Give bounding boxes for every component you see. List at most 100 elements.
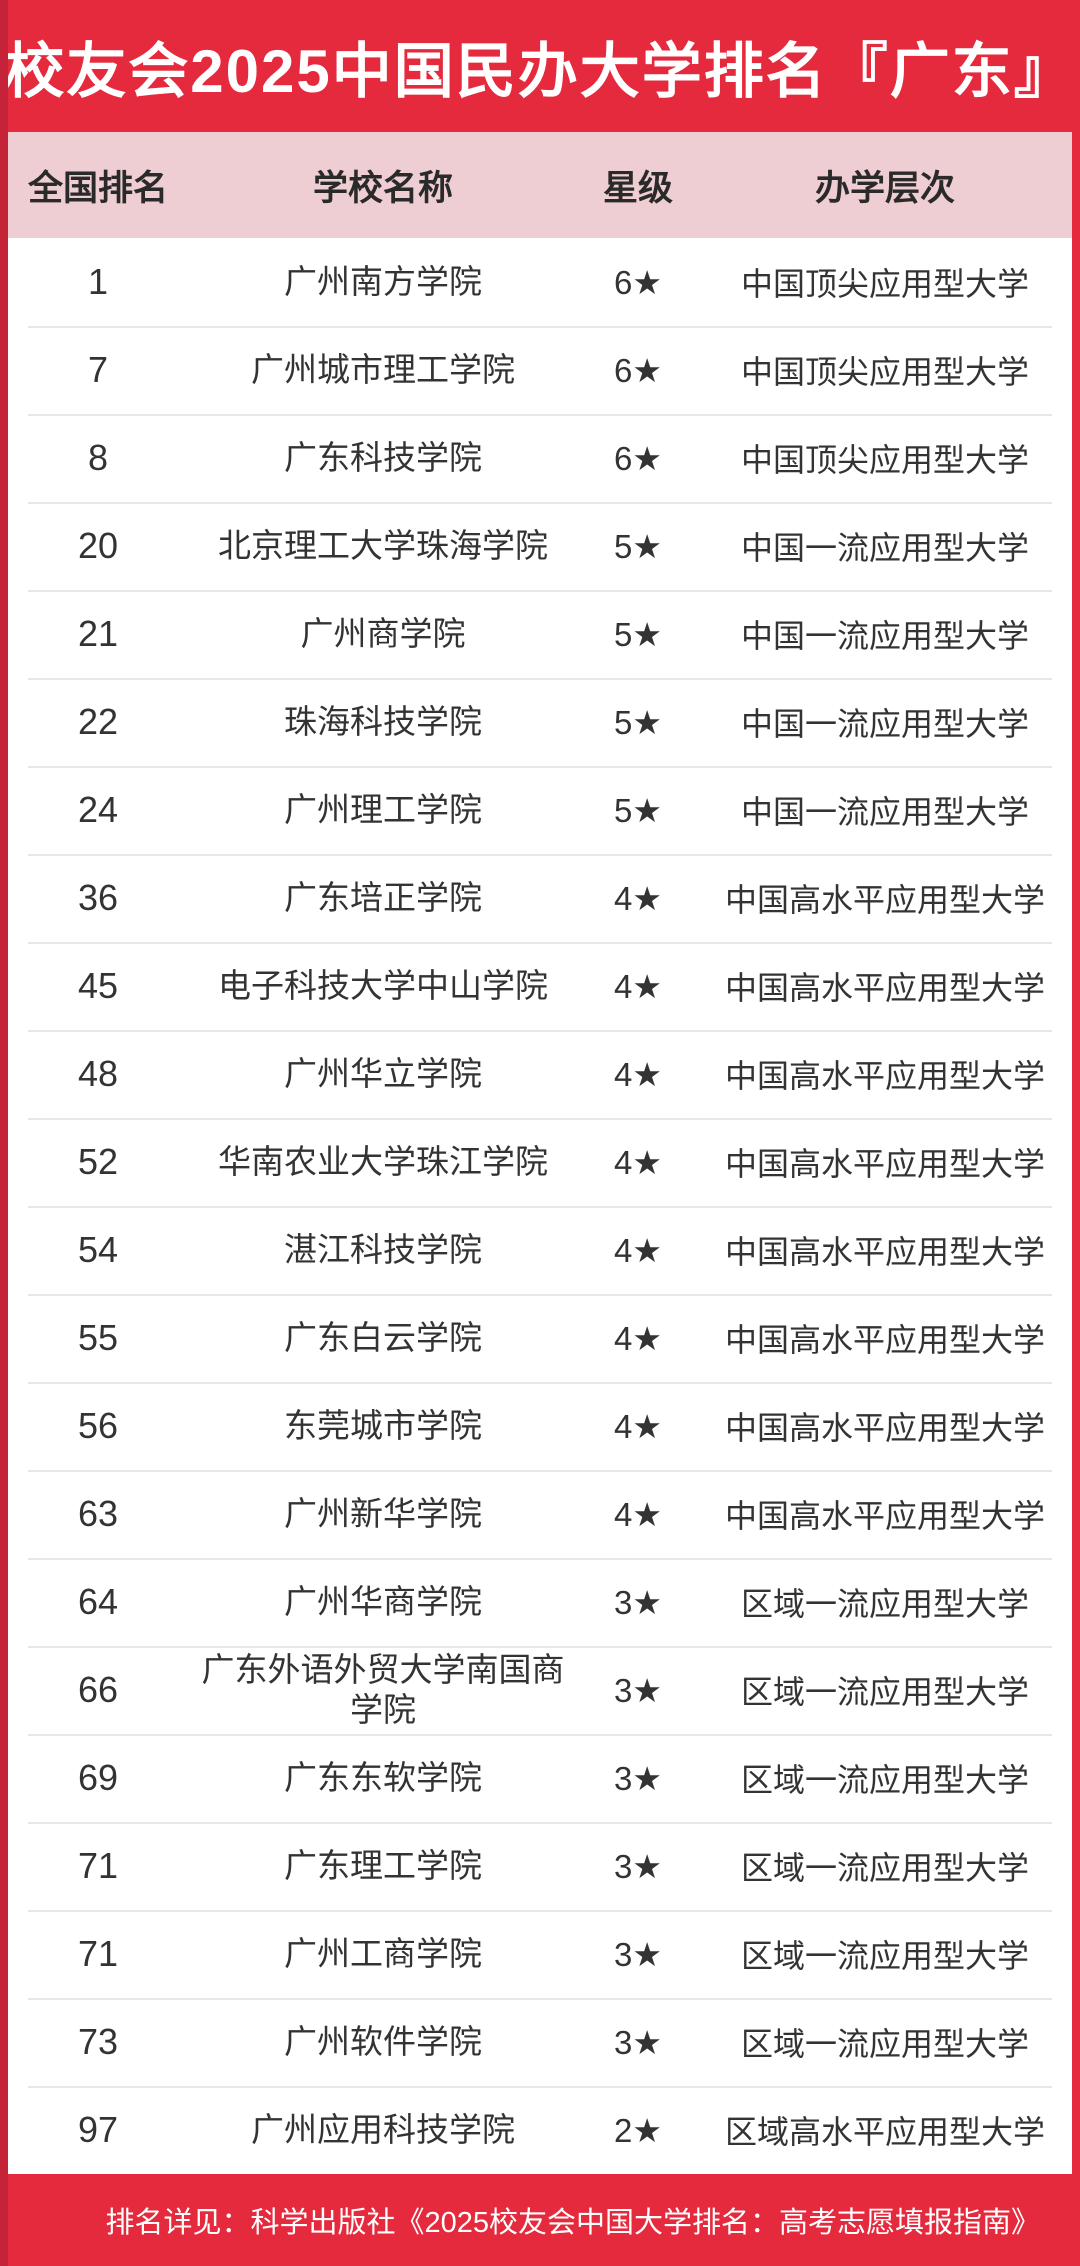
star-rating-cell: 5★ <box>614 703 662 741</box>
education-level-cell: 中国高水平应用型大学 <box>724 970 1045 1006</box>
page-title: 校友会2025中国民办大学排名『广东』 <box>4 37 1076 105</box>
table-row: 48 广州华立学院 4★ 中国高水平应用型大学 <box>8 1030 1072 1118</box>
education-level-cell: 中国高水平应用型大学 <box>724 1234 1045 1270</box>
rank-cell: 97 <box>77 2109 119 2150</box>
education-level-cell: 区域一流应用型大学 <box>740 1586 1029 1622</box>
star-rating-cell: 6★ <box>614 439 662 477</box>
school-name-cell: 广东白云学院 <box>284 1318 482 1356</box>
education-level-cell: 区域一流应用型大学 <box>740 1674 1029 1710</box>
school-name-header: 学校名称 <box>312 168 453 208</box>
school-name-cell: 东莞城市学院 <box>284 1406 482 1444</box>
school-name-cell: 湛江科技学院 <box>284 1230 482 1268</box>
table-row: 7 广州城市理工学院 6★ 中国顶尖应用型大学 <box>8 326 1072 414</box>
education-level-cell: 中国一流应用型大学 <box>740 794 1029 830</box>
school-name-cell: 广东培正学院 <box>284 878 482 916</box>
education-level-cell: 中国一流应用型大学 <box>740 618 1029 654</box>
education-level-cell: 区域高水平应用型大学 <box>724 2114 1045 2150</box>
table-row: 69 广东东软学院 3★ 区域一流应用型大学 <box>8 1734 1072 1822</box>
rank-cell: 63 <box>77 1493 119 1534</box>
table-row: 64 广州华商学院 3★ 区域一流应用型大学 <box>8 1558 1072 1646</box>
star-rating-cell: 4★ <box>614 1495 662 1533</box>
education-level-cell: 中国高水平应用型大学 <box>724 1498 1045 1534</box>
table-row: 71 广州工商学院 3★ 区域一流应用型大学 <box>8 1910 1072 1998</box>
rank-cell: 7 <box>87 349 109 390</box>
star-rating-cell: 4★ <box>614 1143 662 1181</box>
school-name-cell: 广州理工学院 <box>284 790 482 828</box>
rank-cell: 71 <box>77 1845 119 1886</box>
star-rating-cell: 3★ <box>614 1847 662 1885</box>
rank-cell: 64 <box>77 1581 119 1622</box>
star-rating-cell: 4★ <box>614 1319 662 1357</box>
school-name-cell: 广东外语外贸大学南国商学院 <box>201 1650 565 1728</box>
star-rating-cell: 4★ <box>614 1055 662 1093</box>
star-rating-cell: 4★ <box>614 967 662 1005</box>
education-level-cell: 中国高水平应用型大学 <box>724 1058 1045 1094</box>
table-row: 52 华南农业大学珠江学院 4★ 中国高水平应用型大学 <box>8 1118 1072 1206</box>
school-name-cell: 珠海科技学院 <box>284 702 482 740</box>
education-level-cell: 中国一流应用型大学 <box>740 530 1029 566</box>
star-rating-cell: 3★ <box>614 1671 662 1709</box>
education-level-cell: 中国高水平应用型大学 <box>724 1410 1045 1446</box>
table-row: 71 广东理工学院 3★ 区域一流应用型大学 <box>8 1822 1072 1910</box>
education-level-cell: 中国一流应用型大学 <box>740 706 1029 742</box>
education-level-cell: 中国高水平应用型大学 <box>724 1146 1045 1182</box>
table-row: 21 广州商学院 5★ 中国一流应用型大学 <box>8 590 1072 678</box>
star-rating-cell: 5★ <box>614 615 662 653</box>
table-row: 55 广东白云学院 4★ 中国高水平应用型大学 <box>8 1294 1072 1382</box>
school-name-cell: 广东理工学院 <box>284 1846 482 1884</box>
star-rating-cell: 6★ <box>614 351 662 389</box>
star-rating-cell: 3★ <box>614 1583 662 1621</box>
school-name-cell: 广州新华学院 <box>284 1494 482 1532</box>
rank-cell: 20 <box>77 525 119 566</box>
school-name-cell: 广州华立学院 <box>284 1054 482 1092</box>
school-name-cell: 广州软件学院 <box>284 2022 482 2060</box>
school-name-cell: 广东科技学院 <box>284 438 482 476</box>
table-row: 36 广东培正学院 4★ 中国高水平应用型大学 <box>8 854 1072 942</box>
table-row: 73 广州软件学院 3★ 区域一流应用型大学 <box>8 1998 1072 2086</box>
rank-cell: 52 <box>77 1141 119 1182</box>
star-header: 星级 <box>602 168 673 208</box>
star-rating-cell: 3★ <box>614 1759 662 1797</box>
table-row: 54 湛江科技学院 4★ 中国高水平应用型大学 <box>8 1206 1072 1294</box>
star-rating-cell: 4★ <box>614 1407 662 1445</box>
education-level-cell: 区域一流应用型大学 <box>740 1850 1029 1886</box>
star-rating-cell: 4★ <box>614 879 662 917</box>
education-level-cell: 区域一流应用型大学 <box>740 2026 1029 2062</box>
table-row: 56 东莞城市学院 4★ 中国高水平应用型大学 <box>8 1382 1072 1470</box>
ranking-table: 全国排名 学校名称 星级 办学层次 1 广州南方学院 6★ 中国顶尖应用型大学 7 广州城市理工… <box>8 132 1072 2174</box>
table-row: 24 广州理工学院 5★ 中国一流应用型大学 <box>8 766 1072 854</box>
rank-cell: 8 <box>87 437 109 478</box>
left-edge-stripe <box>0 0 8 2266</box>
school-name-cell: 华南农业大学珠江学院 <box>218 1142 548 1180</box>
school-name-cell: 广州商学院 <box>300 614 466 652</box>
table-row: 1 广州南方学院 6★ 中国顶尖应用型大学 <box>8 238 1072 326</box>
footer-citation: 排名详见：科学出版社《2025校友会中国大学排名：高考志愿填报指南》 <box>105 2207 1040 2239</box>
rank-cell: 71 <box>77 1933 119 1974</box>
table-row: 8 广东科技学院 6★ 中国顶尖应用型大学 <box>8 414 1072 502</box>
table-row: 45 电子科技大学中山学院 4★ 中国高水平应用型大学 <box>8 942 1072 1030</box>
school-name-cell: 电子科技大学中山学院 <box>218 966 548 1004</box>
star-rating-cell: 5★ <box>614 527 662 565</box>
school-name-cell: 广州应用科技学院 <box>251 2110 515 2148</box>
school-name-cell: 广州华商学院 <box>284 1582 482 1620</box>
title-band: 校友会2025中国民办大学排名『广东』 <box>0 0 1080 132</box>
rank-cell: 55 <box>77 1317 119 1358</box>
rank-cell: 24 <box>77 789 119 830</box>
education-level-cell: 区域一流应用型大学 <box>740 1762 1029 1798</box>
rank-cell: 22 <box>77 701 119 742</box>
table-header-row: 全国排名 学校名称 星级 办学层次 <box>8 132 1072 238</box>
education-level-cell: 区域一流应用型大学 <box>740 1938 1029 1974</box>
education-level-cell: 中国高水平应用型大学 <box>724 1322 1045 1358</box>
star-rating-cell: 3★ <box>614 2023 662 2061</box>
education-level-cell: 中国高水平应用型大学 <box>724 882 1045 918</box>
school-name-cell: 广州城市理工学院 <box>251 350 515 388</box>
level-header: 办学层次 <box>814 168 955 208</box>
rank-cell: 69 <box>77 1757 119 1798</box>
rank-cell: 54 <box>77 1229 119 1270</box>
table-row: 22 珠海科技学院 5★ 中国一流应用型大学 <box>8 678 1072 766</box>
table-row: 66 广东外语外贸大学南国商学院 3★ 区域一流应用型大学 <box>8 1646 1072 1734</box>
rank-cell: 45 <box>77 965 119 1006</box>
table-body: 1 广州南方学院 6★ 中国顶尖应用型大学 7 广州城市理工学院 6★ 中国顶尖应用型大学 8 广… <box>8 238 1072 2174</box>
rank-cell: 73 <box>77 2021 119 2062</box>
